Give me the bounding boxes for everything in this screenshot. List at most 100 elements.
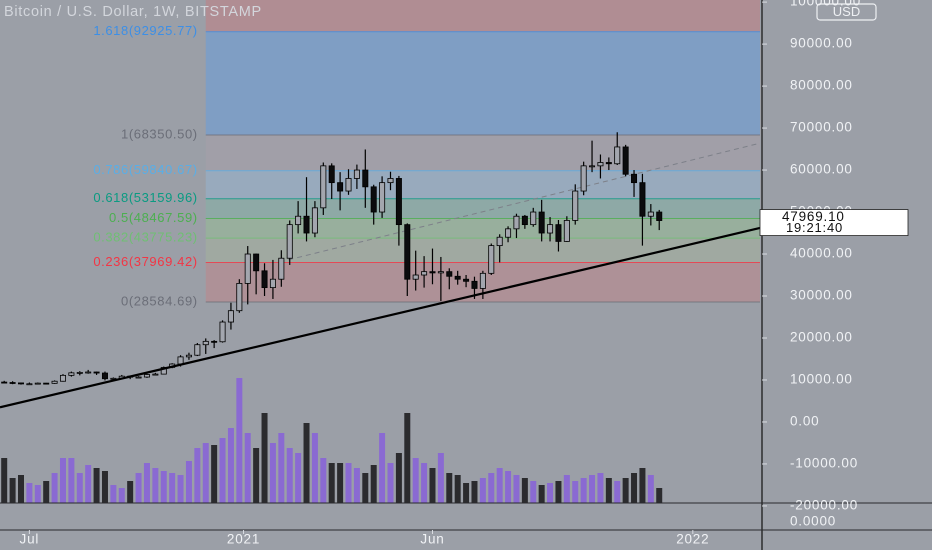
volume-bar [547,483,554,503]
candle-body [538,211,545,234]
volume-bar [387,463,394,503]
currency-button[interactable] [816,3,877,21]
volume-bar [160,471,167,503]
candle-body [555,224,562,242]
volume-bar [521,478,528,503]
candle-body [488,245,495,274]
volume-bar [101,471,108,503]
candle-body [379,182,386,213]
y-tick-label: -20000.00 [790,498,858,513]
candle-body [513,215,520,230]
candle-body [622,146,629,175]
volume-bar [370,465,377,503]
volume-bar [202,443,209,503]
candle-body [353,169,360,179]
volume-bar [614,481,621,503]
candle-body [269,278,276,289]
volume-bar [59,458,66,503]
x-tick-label: 2022 [676,532,709,547]
countdown-label: 19:21:40 [786,220,843,235]
volume-bar [118,488,125,503]
volume-bar [454,475,461,503]
candle-body [404,224,411,280]
volume-bar [421,463,428,503]
volume-bar [656,488,663,503]
volume-bar [9,478,16,503]
candle-body [143,374,150,378]
volume-bar [177,475,184,503]
candle-body [387,178,394,184]
candle-body [303,215,310,234]
candle-body [572,190,579,221]
volume-bar [93,468,100,503]
volume-bar [143,463,150,503]
volume-bar [68,458,75,503]
fib-level-label: 1.618(92925.77) [93,23,197,38]
volume-bar [429,468,436,503]
volume-bar [227,428,234,503]
fib-level-label: 0.382(43775.23) [93,230,197,245]
volume-bar [253,448,260,503]
volume-bar [135,473,142,503]
last-price-label: 47969.10 [782,209,845,224]
volume-bar [437,453,444,503]
volume-bar [639,468,646,503]
plot-area: 1.618(92925.77) 1(68350.50) 0.786(59840.67… [0,0,761,503]
candle-body [362,169,369,188]
volume-bar [572,481,579,503]
candle-body [253,253,260,272]
volume-bar [362,473,369,503]
volume-bar [496,468,503,503]
volume-bar [505,471,512,503]
y-tick-label: 10000.00 [790,372,853,387]
volume-bar [446,473,453,503]
volume-bar [538,485,545,503]
volume-bar [85,465,92,503]
volume-bar [244,433,251,503]
fib-level-label: 0.236(37969.42) [93,254,197,269]
volume-bar [647,475,654,503]
candle-body [463,278,470,282]
x-tick-label: Jul [20,532,40,547]
candle-body [43,382,50,385]
volume-bar [563,475,570,503]
y-tick-label: 30000.00 [790,288,853,303]
candle-body [605,162,612,165]
volume-bar [127,481,134,503]
y-tick-label: 90000.00 [790,36,853,51]
volume-bar [555,481,562,503]
last-price-box [759,209,909,236]
volume-bar [597,473,604,503]
volume-bar [17,475,24,503]
volume-bar [328,463,335,503]
volume-bar [488,473,495,503]
candle-body [395,178,402,226]
volume-bar [278,433,285,503]
candle-body [656,211,663,221]
volume-bar [261,413,268,503]
volume-bar [379,433,386,503]
candle-body [160,366,167,375]
y-tick-label: -10000.00 [790,456,858,471]
volume-bar [34,485,41,503]
candle-body [59,374,66,382]
candle-body [471,280,478,289]
candle-body [85,371,92,374]
volume-bar [211,445,218,503]
candle-body [286,224,293,259]
currency-button-label[interactable]: USD [833,4,860,19]
fib-level-label: 0.786(59840.67) [93,162,197,177]
candle-body [26,383,33,386]
candle-body [236,283,243,312]
guide-line [279,142,761,263]
candle-body [1,381,8,384]
candle-body [639,182,646,217]
candle-body [370,186,377,213]
candle-body [479,272,486,289]
candle-body [185,354,192,358]
candle-body [101,372,108,380]
candle-body [337,182,344,192]
candle-body [421,271,428,276]
volume-bar [269,443,276,503]
fib-zone [205,198,760,219]
